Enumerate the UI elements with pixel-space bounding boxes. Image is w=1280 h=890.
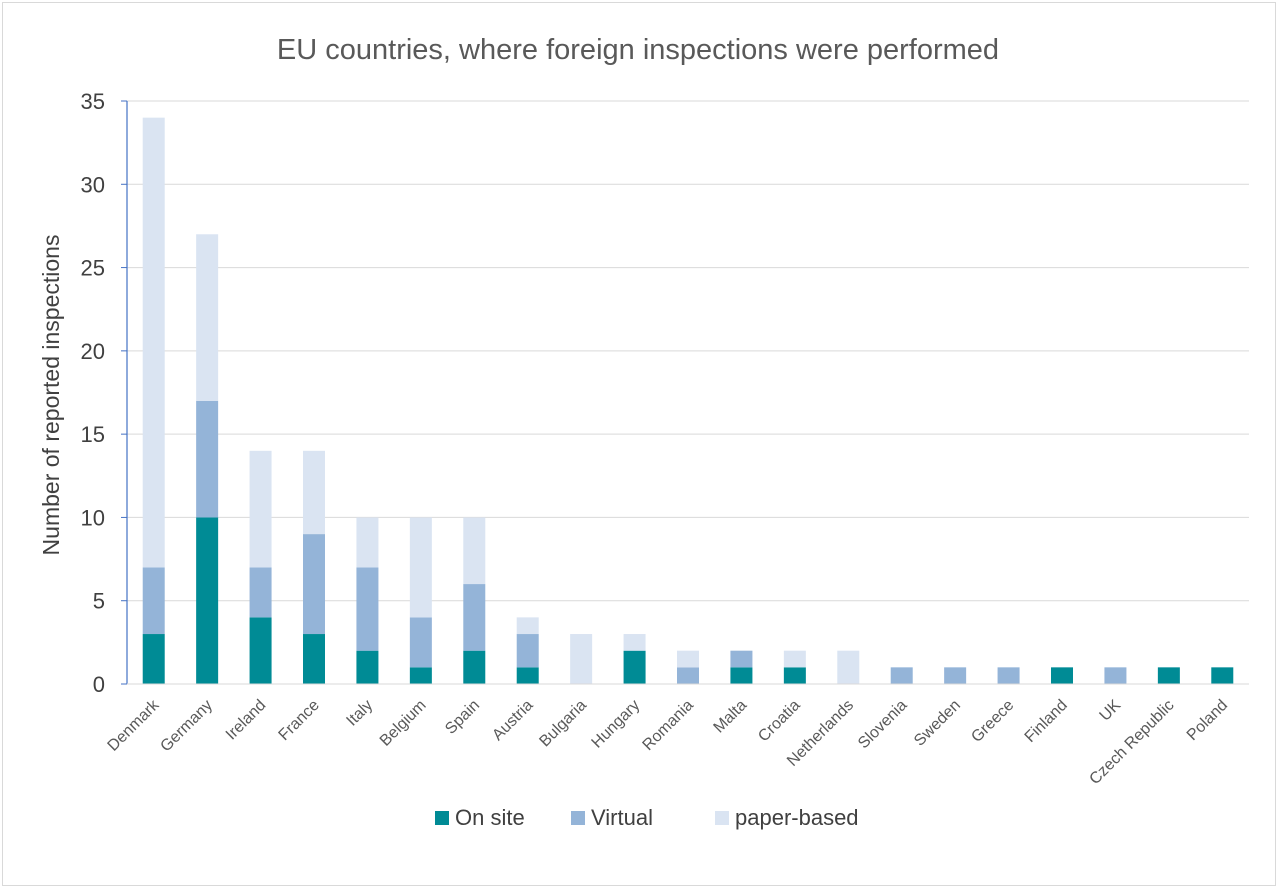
x-tick-label: Greece [968,697,1017,746]
legend-label-paper-based: paper-based [735,805,859,830]
bar-malta-on-site [730,667,753,684]
bar-denmark-virtual [142,567,165,635]
y-tick-label: 15 [81,422,105,447]
bar-spain-on-site [463,650,486,684]
x-tick-label: Poland [1184,697,1231,744]
bar-malta-virtual [730,650,753,668]
x-tick-label: Slovenia [855,697,910,752]
bar-hungary-on-site [623,650,646,684]
bar-germany-virtual [196,400,219,518]
x-tick-label: Spain [442,697,483,738]
legend-swatch-virtual [571,811,585,825]
bar-france-paper-based [303,450,325,535]
bar-austria-virtual [516,634,539,668]
x-tick-label: Bulgaria [536,697,590,751]
bar-ireland-on-site [249,617,272,684]
bar-germany-on-site [196,517,219,684]
x-tick-label: Italy [343,697,376,730]
y-axis-title: Number of reported inspections [38,235,64,556]
bar-ireland-virtual [249,567,272,618]
bar-austria-paper-based [516,617,539,635]
bar-belgium-paper-based [409,517,432,618]
bar-finland-on-site [1051,667,1073,684]
bar-germany-paper-based [196,234,219,401]
x-tick-label: Sweden [911,697,964,750]
bar-austria-on-site [516,667,539,684]
legend-label-on-site: On site [455,805,525,830]
bar-sweden-virtual [944,667,967,684]
bar-croatia-paper-based [783,650,806,668]
bar-france-on-site [303,634,325,684]
bar-croatia-on-site [783,667,806,684]
bar-denmark-paper-based [142,117,165,568]
bar-spain-virtual [463,584,486,651]
x-tick-label: Denmark [105,696,164,755]
bar-bulgaria-paper-based [570,634,593,684]
x-tick-label: Romania [640,697,697,754]
gridlines [127,100,1249,602]
legend: On site Virtual paper-based [435,805,859,830]
x-tick-label: Finland [1022,697,1071,746]
chart-title: EU countries, where foreign inspections … [277,34,999,66]
bar-greece-virtual [997,667,1020,684]
bar-ireland-paper-based [249,450,272,568]
x-tick-label: Austria [489,697,536,744]
legend-label-virtual: Virtual [591,805,653,830]
x-tick-label: Ireland [223,697,270,744]
bar-italy-on-site [356,650,379,684]
bar-belgium-on-site [409,667,432,684]
bar-czech-republic-on-site [1157,667,1180,684]
legend-swatch-on-site [435,811,449,825]
x-tick-label: Malta [711,697,751,737]
x-tick-label: France [276,697,323,744]
bar-spain-paper-based [463,517,486,585]
y-tick-label: 20 [81,339,105,364]
y-tick-label: 30 [81,172,105,197]
y-tick-label: 25 [81,256,105,281]
y-tick-label: 10 [81,505,105,530]
bar-belgium-virtual [409,617,432,668]
bar-romania-virtual [677,667,699,684]
bar-italy-paper-based [356,517,379,568]
bar-romania-paper-based [677,650,699,668]
bar-netherlands-paper-based [837,650,860,684]
x-tick-label: UK [1097,697,1125,725]
legend-swatch-paper-based [715,811,729,825]
bar-france-virtual [303,534,325,635]
x-tick-label: Croatia [755,697,804,746]
bar-denmark-on-site [142,634,165,684]
stacked-bar-chart: EU countries, where foreign inspections … [38,34,1249,830]
x-tick-label: Germany [157,697,216,756]
x-tick-label: Hungary [589,697,644,752]
bar-poland-on-site [1211,667,1234,684]
axes: 0 5 10 15 20 25 30 35 [81,89,1249,697]
x-tick-label: Belgium [377,697,430,750]
y-tick-label: 5 [93,589,105,614]
bar-uk-virtual [1104,667,1127,684]
bar-italy-virtual [356,567,379,651]
bars [142,117,1234,684]
bar-slovenia-virtual [890,667,913,684]
y-tick-label: 0 [93,672,105,697]
bar-hungary-paper-based [623,634,646,651]
y-tick-label: 35 [81,89,105,114]
